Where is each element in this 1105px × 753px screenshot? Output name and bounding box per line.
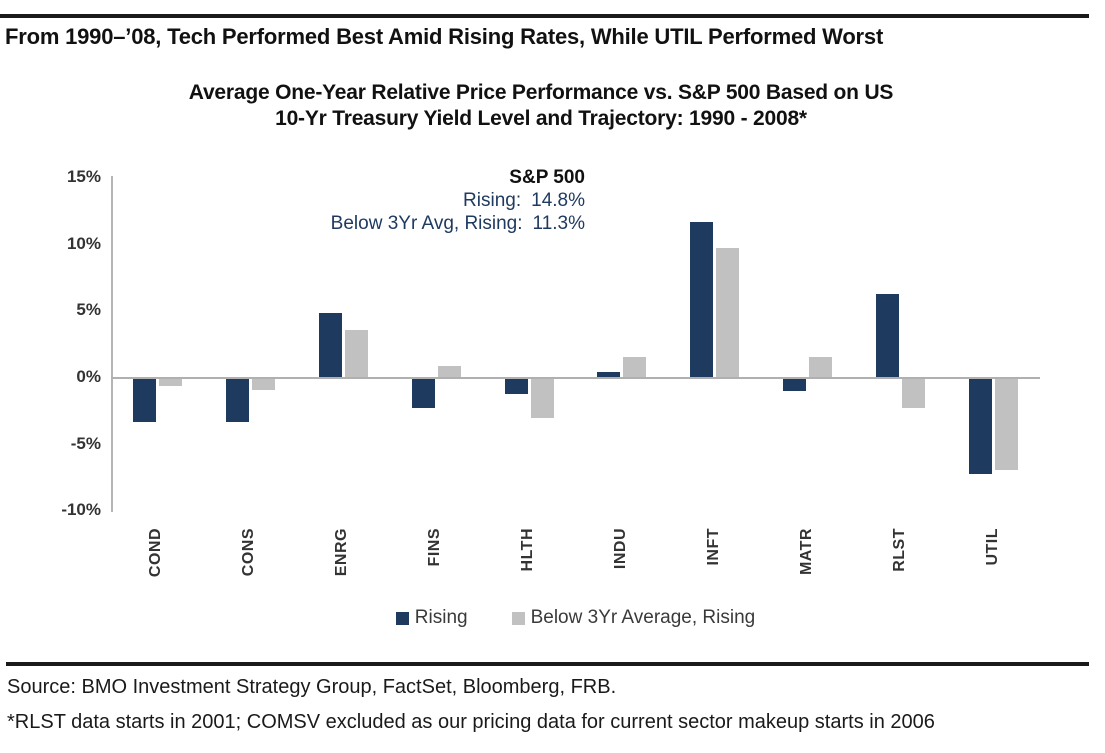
x-category-label-matr: MATR [797, 528, 815, 576]
legend-item-below-3yr: Below 3Yr Average, Rising [511, 607, 756, 629]
annotation-below-label: Below 3Yr Avg, Rising: [330, 213, 523, 234]
bar-rising-enrg [318, 313, 342, 377]
y-tick-label: 0% [76, 367, 101, 386]
annotation-rising-label: Rising: [463, 190, 522, 211]
bar-rising-matr [783, 379, 807, 391]
x-category-label-cond: COND [147, 528, 165, 578]
bar-below-3yr-enrg [344, 330, 368, 377]
x-category-label-fins: FINS [426, 528, 444, 567]
zero-baseline [111, 377, 1040, 379]
annotation-title: S&P 500 [509, 167, 585, 188]
x-category-label-rlst: RLST [890, 528, 908, 572]
x-category-label-util: UTIL [983, 528, 1001, 566]
bar-rising-fins [411, 379, 435, 409]
x-category-label-cons: CONS [240, 528, 258, 577]
bar-below-3yr-indu [623, 357, 647, 377]
annotation-below-value: 11.3% [532, 213, 585, 234]
y-axis-line [111, 176, 113, 512]
bar-rising-cons [225, 379, 249, 422]
bar-below-3yr-cons [251, 379, 275, 390]
x-category-label-enrg: ENRG [333, 528, 351, 577]
legend-item-rising: Rising [395, 607, 468, 629]
sp500-annotation: S&P 500 Rising: 14.8% Below 3Yr Avg, Risi… [200, 166, 585, 235]
bar-rising-util [969, 379, 993, 474]
bar-rising-hlth [504, 379, 528, 394]
legend-label: Below 3Yr Average, Rising [530, 607, 756, 628]
bottom-divider [6, 662, 1089, 666]
chart-title-line1: Average One-Year Relative Price Performa… [188, 81, 894, 104]
y-tick-label: 10% [66, 233, 101, 253]
x-category-label-indu: INDU [611, 528, 629, 570]
footnote-text: *RLST data starts in 2001; COMSV exclude… [7, 711, 935, 733]
annotation-below-line: Below 3Yr Avg, Rising: 11.3% [200, 212, 585, 235]
bar-rising-rlst [876, 294, 900, 377]
bar-below-3yr-inft [716, 247, 740, 377]
chart-title: Average One-Year Relative Price Performa… [0, 80, 1082, 132]
y-tick-label: 5% [76, 300, 101, 320]
legend: Rising Below 3Yr Average, Rising [111, 604, 1040, 632]
bar-rising-inft [690, 222, 714, 377]
chart-title-line2: 10-Yr Treasury Yield Level and Trajector… [275, 107, 807, 130]
bar-below-3yr-rlst [902, 379, 926, 409]
annotation-rising-line: Rising: 14.8% [200, 189, 585, 212]
annotation-rising-value: 14.8% [531, 190, 585, 211]
bar-rising-cond [132, 379, 156, 422]
x-category-label-hlth: HLTH [519, 528, 537, 572]
bar-rising-indu [597, 371, 621, 377]
y-tick-label: -10% [61, 500, 101, 520]
source-text: Source: BMO Investment Strategy Group, F… [7, 676, 617, 698]
bar-below-3yr-matr [809, 357, 833, 377]
y-tick-label: -5% [70, 433, 101, 453]
legend-label: Rising [414, 607, 468, 628]
x-category-label-inft: INFT [704, 528, 722, 566]
y-tick-label: 15% [66, 167, 101, 187]
bar-below-3yr-fins [437, 366, 461, 377]
bar-below-3yr-cond [158, 379, 182, 386]
legend-swatch-icon [511, 611, 525, 625]
bar-below-3yr-util [995, 379, 1019, 470]
top-divider [0, 14, 1089, 18]
legend-swatch-icon [395, 611, 409, 625]
page-title: From 1990–’08, Tech Performed Best Amid … [5, 24, 884, 49]
bar-below-3yr-hlth [530, 379, 554, 418]
